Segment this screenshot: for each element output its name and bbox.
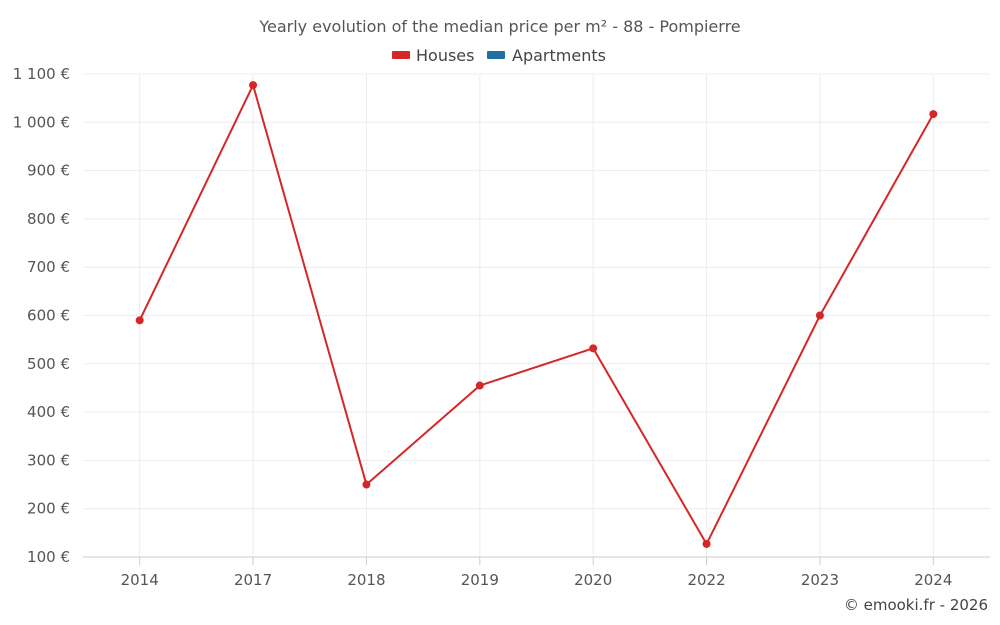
x-tick-label: 2014 [121, 571, 159, 589]
legend-swatch-apartments [487, 51, 505, 59]
y-tick-label: 1 000 € [13, 113, 70, 131]
legend-swatch-houses [392, 51, 410, 59]
data-point-houses[interactable] [702, 539, 711, 548]
y-tick-label: 400 € [27, 403, 70, 421]
y-tick-label: 500 € [27, 355, 70, 373]
legend-label-apartments: Apartments [512, 46, 606, 65]
x-tick-label: 2023 [801, 571, 839, 589]
y-tick-label: 700 € [27, 258, 70, 276]
data-point-houses[interactable] [362, 480, 371, 489]
x-tick-label: 2024 [914, 571, 952, 589]
legend: Houses Apartments [392, 46, 606, 65]
data-point-houses[interactable] [815, 311, 824, 320]
x-tick-label: 2018 [347, 571, 385, 589]
y-tick-label: 100 € [27, 548, 70, 566]
data-point-houses[interactable] [135, 316, 144, 325]
series-line-houses [138, 84, 935, 545]
y-tick-label: 300 € [27, 451, 70, 469]
y-tick-label: 200 € [27, 500, 70, 518]
x-axis: 2014 2017 2018 2019 2020 2022 2023 2024 [121, 557, 952, 589]
y-tick-label: 1 100 € [13, 65, 70, 83]
y-tick-label: 900 € [27, 162, 70, 180]
gridlines [83, 73, 990, 558]
chart-title: Yearly evolution of the median price per… [258, 17, 740, 36]
series-layer [135, 81, 938, 548]
data-point-houses[interactable] [475, 381, 484, 390]
y-axis: 100 € 200 € 300 € 400 € 500 € 600 € 700 € 800 €… [13, 65, 70, 566]
x-tick-label: 2020 [574, 571, 612, 589]
legend-label-houses: Houses [416, 46, 474, 65]
credit-text: © emooki.fr - 2026 [844, 596, 988, 614]
data-point-houses[interactable] [589, 344, 598, 353]
data-point-houses[interactable] [929, 110, 938, 119]
legend-item-apartments[interactable]: Apartments [487, 46, 606, 65]
data-point-houses[interactable] [249, 81, 258, 90]
x-tick-label: 2019 [461, 571, 499, 589]
y-tick-label: 800 € [27, 210, 70, 228]
x-tick-label: 2022 [687, 571, 725, 589]
legend-item-houses[interactable]: Houses [392, 46, 474, 65]
y-tick-label: 600 € [27, 307, 70, 325]
x-tick-label: 2017 [234, 571, 272, 589]
